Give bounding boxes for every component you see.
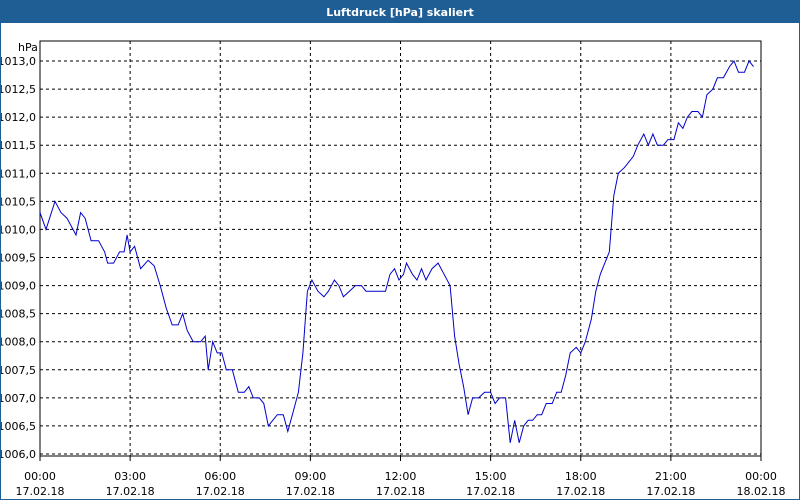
y-tick-label: 1010,5 xyxy=(1,195,36,208)
x-tick-date-label: 17.02.18 xyxy=(556,485,605,498)
pressure-series-line xyxy=(39,60,754,443)
y-tick-label: 1009,0 xyxy=(1,280,36,293)
y-tick-label: 1007,5 xyxy=(1,364,36,377)
y-tick-label: 1006,0 xyxy=(1,448,36,461)
x-tick-time-label: 06:00 xyxy=(204,470,236,483)
y-tick-label: 1008,5 xyxy=(1,308,36,321)
y-tick-label: 1011,5 xyxy=(1,139,36,152)
y-tick-label: 1008,0 xyxy=(1,336,36,349)
x-tick-time-label: 00:00 xyxy=(745,470,777,483)
x-tick-time-label: 15:00 xyxy=(475,470,507,483)
y-tick-label: 1010,0 xyxy=(1,223,36,236)
y-tick-label: 1012,5 xyxy=(1,83,36,96)
x-tick-time-label: 12:00 xyxy=(385,470,417,483)
x-tick-time-label: 00:00 xyxy=(24,470,56,483)
y-tick-label: 1009,5 xyxy=(1,252,36,265)
y-tick-label: 1006,5 xyxy=(1,420,36,433)
x-tick-date-label: 18.02.18 xyxy=(737,485,786,498)
y-tick-label: 1012,0 xyxy=(1,111,36,124)
x-tick-time-label: 18:00 xyxy=(565,470,597,483)
x-tick-date-label: 17.02.18 xyxy=(106,485,155,498)
x-tick-time-label: 09:00 xyxy=(295,470,327,483)
x-tick-date-label: 17.02.18 xyxy=(646,485,695,498)
x-tick-date-label: 17.02.18 xyxy=(466,485,515,498)
x-tick-date-label: 17.02.18 xyxy=(16,485,65,498)
y-tick-label: 1007,0 xyxy=(1,392,36,405)
x-tick-date-label: 17.02.18 xyxy=(196,485,245,498)
x-tick-date-label: 17.02.18 xyxy=(376,485,425,498)
x-tick-date-label: 17.02.18 xyxy=(286,485,335,498)
x-tick-time-label: 21:00 xyxy=(655,470,687,483)
chart-title: Luftdruck [hPa] skaliert xyxy=(1,1,799,23)
y-tick-label: 1013,0 xyxy=(1,55,36,68)
y-tick-label: 1011,0 xyxy=(1,167,36,180)
y-unit-label: hPa xyxy=(18,41,38,54)
x-tick-time-label: 03:00 xyxy=(114,470,146,483)
plot-frame xyxy=(39,40,762,457)
